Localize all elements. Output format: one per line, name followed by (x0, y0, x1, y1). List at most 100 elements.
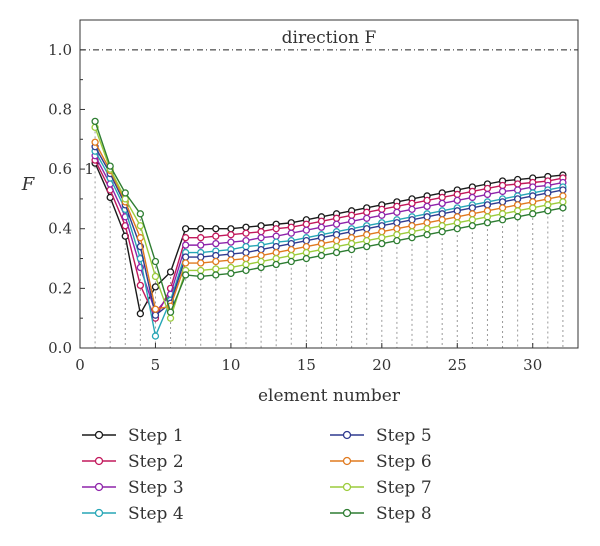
series-1 (91, 159, 567, 318)
y-tick-label: 0.4 (48, 220, 72, 238)
data-point (317, 234, 326, 242)
data-point (513, 180, 522, 188)
series-line (94, 150, 564, 339)
data-point (272, 242, 280, 251)
data-point (227, 269, 235, 278)
data-point (197, 259, 205, 267)
data-point (257, 222, 265, 230)
data-point (347, 228, 356, 236)
data-point (151, 332, 160, 340)
data-point (468, 216, 477, 224)
legend-marker (342, 430, 352, 440)
legend-item: Step 7 (330, 478, 432, 498)
data-point (332, 231, 341, 239)
data-point (423, 202, 431, 211)
data-point (498, 204, 507, 212)
data-point (408, 228, 416, 236)
series-group (91, 117, 567, 340)
data-point (483, 207, 492, 215)
series-2 (91, 156, 567, 322)
data-point (257, 257, 265, 266)
data-point (242, 254, 250, 263)
data-point (438, 210, 446, 218)
data-point (468, 193, 477, 202)
data-point (166, 268, 175, 276)
data-point (438, 193, 446, 202)
y-tick-label: 0.2 (48, 279, 72, 297)
data-point (498, 216, 507, 224)
data-point (393, 202, 401, 211)
data-point (227, 250, 235, 258)
data-point (468, 204, 477, 212)
data-point (272, 254, 280, 263)
data-point (181, 271, 190, 279)
data-point (287, 251, 295, 260)
data-point (272, 225, 280, 233)
data-point (453, 213, 461, 221)
series-3 (91, 152, 567, 316)
data-point (302, 254, 311, 263)
legend-label: Step 3 (128, 478, 184, 498)
data-point (272, 260, 280, 269)
x-tick-label: 15 (297, 356, 316, 374)
data-point (91, 117, 99, 126)
data-point (136, 281, 145, 290)
data-point (423, 225, 431, 233)
data-point (197, 225, 205, 233)
legend-item: Step 6 (330, 452, 432, 472)
legend-label: Step 2 (128, 452, 184, 472)
data-point (197, 266, 205, 275)
data-point (212, 257, 220, 266)
legend-label: Step 4 (128, 504, 184, 524)
data-point (513, 186, 522, 194)
x-tick-label: 10 (221, 356, 240, 374)
legend-label: Step 1 (128, 426, 184, 446)
legend-item: Step 2 (82, 452, 184, 472)
data-point (302, 237, 311, 245)
data-point (347, 211, 356, 219)
legend-marker (94, 456, 104, 466)
data-point (378, 205, 386, 213)
data-point (453, 190, 461, 199)
data-point (453, 219, 461, 227)
data-point (529, 198, 537, 206)
data-point (393, 231, 401, 239)
data-point (106, 162, 114, 170)
data-point (498, 198, 507, 206)
data-point (257, 245, 265, 254)
data-point (302, 248, 311, 257)
data-point (332, 248, 341, 257)
data-point (136, 222, 145, 230)
data-point (212, 239, 220, 248)
data-point (181, 259, 190, 267)
data-point (287, 257, 295, 266)
data-point (513, 207, 522, 215)
data-point (498, 210, 507, 218)
data-point (136, 210, 145, 218)
series-8 (91, 117, 567, 316)
axes: 0 5 10 15 20 25 30 0.0 0.2 0.4 0.6 0.8 1.0 (48, 19, 542, 374)
data-point (559, 198, 567, 206)
data-point (544, 207, 552, 215)
data-point (468, 210, 477, 218)
legend-marker (342, 508, 352, 518)
data-point (438, 228, 446, 236)
series-line (94, 155, 564, 314)
data-point (529, 192, 537, 200)
data-point (363, 225, 371, 233)
data-point (287, 223, 295, 231)
data-point (408, 234, 416, 242)
data-point (438, 216, 446, 224)
data-point (423, 219, 431, 227)
x-tick-label: 0 (75, 356, 85, 374)
data-point (363, 214, 371, 222)
data-point (272, 232, 280, 240)
data-point (529, 183, 537, 191)
data-point (363, 208, 371, 216)
data-point (513, 195, 522, 203)
data-point (212, 271, 220, 279)
data-point (257, 228, 265, 236)
legend-item: Step 8 (330, 504, 432, 524)
data-point (483, 201, 492, 209)
data-point (423, 213, 431, 221)
